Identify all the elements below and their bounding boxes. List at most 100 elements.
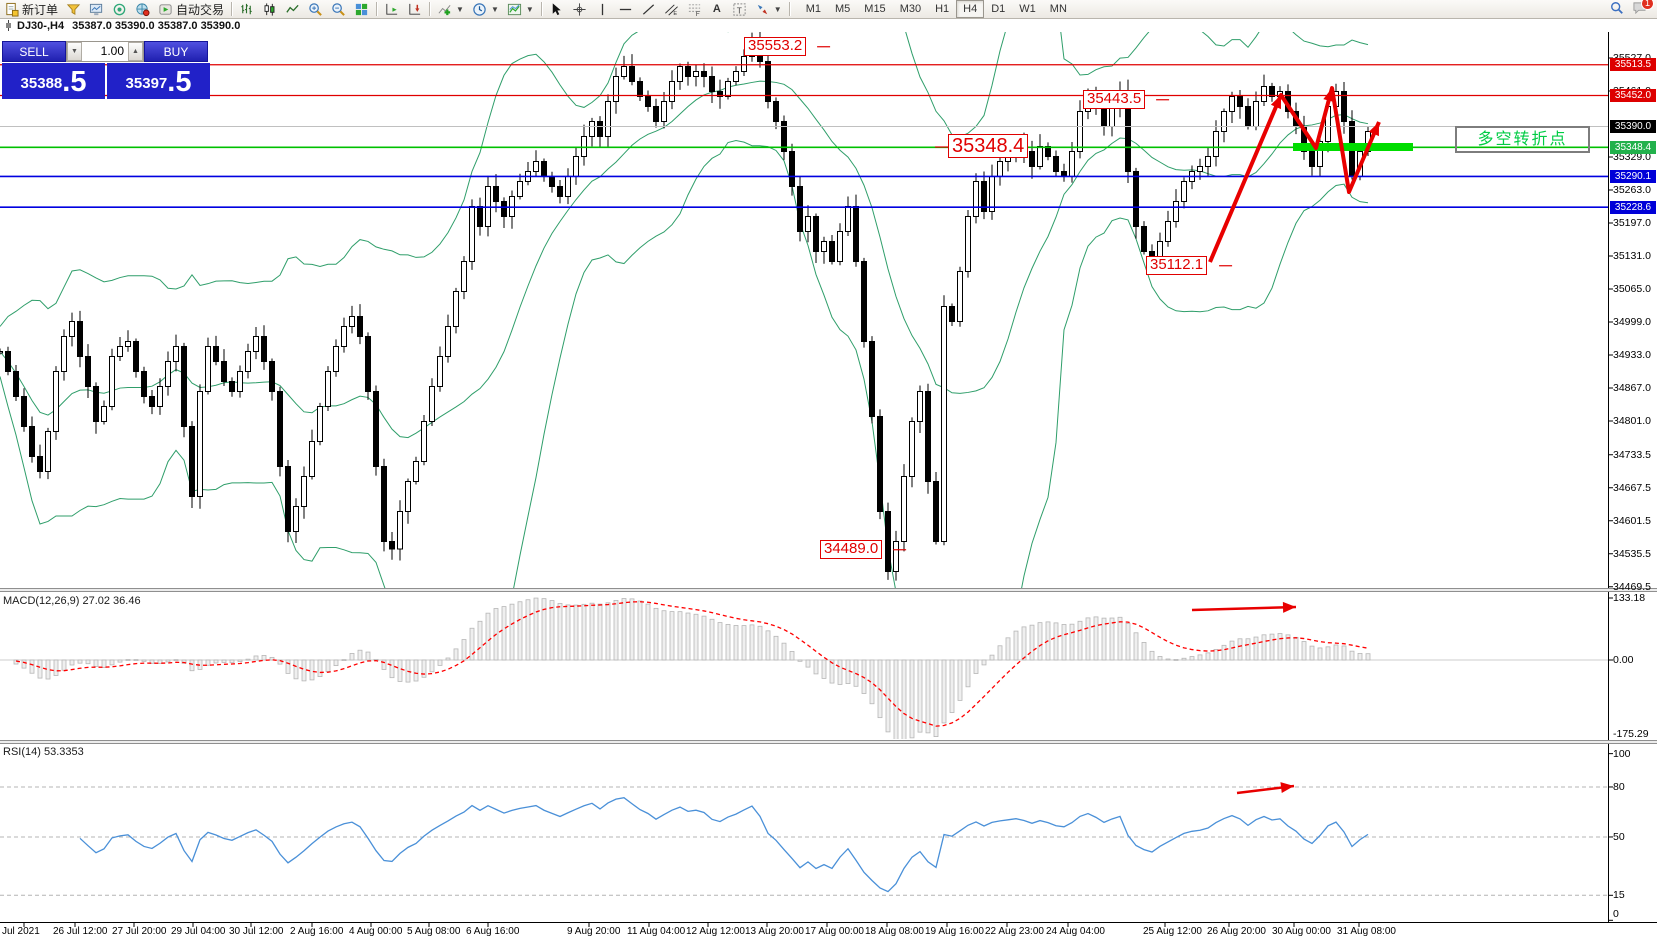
toolbar-separator bbox=[231, 2, 233, 16]
indicators-button[interactable]: ▼ bbox=[433, 1, 468, 17]
zoom-out-icon bbox=[331, 2, 346, 17]
tile-windows-button[interactable] bbox=[350, 1, 373, 17]
zoom-out-button[interactable] bbox=[327, 1, 350, 17]
channel-icon: E bbox=[664, 2, 679, 17]
main-toolbar: 新订单 自动交易 ▼ ▼ ▼ bbox=[0, 0, 1657, 19]
chart-shift-button[interactable] bbox=[403, 1, 426, 17]
buy-button[interactable]: BUY bbox=[144, 41, 208, 62]
vline-tool-button[interactable] bbox=[591, 1, 614, 17]
bull-bear-turning-point-note: 多空转折点 bbox=[1455, 126, 1590, 153]
hline-tool-button[interactable] bbox=[614, 1, 637, 17]
volume-stepper: ▼ 1.00 ▲ bbox=[66, 41, 144, 62]
volume-increase-button[interactable]: ▲ bbox=[128, 42, 143, 61]
candlestick-mode-button[interactable] bbox=[258, 1, 281, 17]
quote-open: 35387.0 bbox=[72, 19, 112, 32]
timeframe-button-m1[interactable]: M1 bbox=[805, 3, 821, 15]
timeframe-button-m30[interactable]: M30 bbox=[899, 3, 922, 15]
zoom-in-icon bbox=[308, 2, 323, 17]
svg-text:E: E bbox=[673, 11, 677, 17]
buy-price-main: 35397 bbox=[125, 75, 168, 92]
autotrading-label: 自动交易 bbox=[176, 2, 225, 17]
fibonacci-tool-button[interactable]: F bbox=[683, 1, 706, 17]
quote-low: 35387.0 bbox=[157, 19, 198, 32]
indicators-icon bbox=[437, 2, 452, 17]
buy-price-display[interactable]: 35397 .5 bbox=[107, 63, 210, 99]
chart-quote-bar: DJ30-,H4 35387.0 35390.0 35387.0 35390.0 bbox=[0, 19, 1657, 32]
hline-icon bbox=[618, 2, 633, 17]
macd-panel-splitter[interactable] bbox=[0, 588, 1657, 592]
symbol-icon bbox=[6, 20, 11, 31]
new-order-button[interactable]: 新订单 bbox=[0, 1, 62, 17]
periods-icon bbox=[472, 2, 487, 17]
vline-icon bbox=[595, 2, 610, 17]
trendline-tool-button[interactable] bbox=[637, 1, 660, 17]
navigator-button[interactable] bbox=[108, 1, 131, 17]
label-tool-button[interactable]: T bbox=[728, 1, 751, 17]
timeframe-button-h4[interactable]: H4 bbox=[956, 0, 985, 18]
cursor-icon bbox=[549, 2, 564, 17]
data-window-icon bbox=[89, 2, 104, 17]
crosshair-tool-button[interactable] bbox=[568, 1, 591, 17]
dropdown-arrow-icon: ▼ bbox=[456, 4, 464, 14]
rsi-panel-splitter[interactable] bbox=[0, 740, 1657, 744]
volume-input[interactable]: 1.00 bbox=[100, 44, 124, 58]
cursor-tool-button[interactable] bbox=[545, 1, 568, 17]
zoom-in-button[interactable] bbox=[304, 1, 327, 17]
market-watch-button[interactable] bbox=[62, 1, 85, 17]
quote-high: 35390.0 bbox=[114, 19, 155, 32]
candlestick-icon bbox=[262, 2, 277, 17]
notification-icon[interactable]: 1 bbox=[1632, 0, 1654, 17]
volume-decrease-button[interactable]: ▼ bbox=[67, 42, 82, 61]
market-watch-icon bbox=[66, 2, 81, 17]
terminal-icon bbox=[135, 2, 150, 17]
navigator-icon bbox=[112, 2, 127, 17]
toolbar-separator bbox=[376, 2, 378, 16]
new-order-label: 新订单 bbox=[22, 2, 59, 17]
timeframe-button-w1[interactable]: W1 bbox=[1019, 3, 1036, 15]
bar-chart-icon bbox=[239, 2, 254, 17]
svg-text:F: F bbox=[696, 11, 700, 17]
toolbar-separator bbox=[429, 2, 431, 16]
bar-chart-mode-button[interactable] bbox=[235, 1, 258, 17]
templates-button[interactable]: ▼ bbox=[503, 1, 538, 17]
timeframe-button-d1[interactable]: D1 bbox=[991, 3, 1006, 15]
dropdown-arrow-icon: ▼ bbox=[773, 4, 782, 14]
line-chart-mode-button[interactable] bbox=[281, 1, 304, 17]
timeframe-button-mn[interactable]: MN bbox=[1049, 3, 1067, 15]
data-window-button[interactable] bbox=[85, 1, 108, 17]
timeframe-button-m15[interactable]: M15 bbox=[864, 3, 886, 15]
sell-price-display[interactable]: 35388 .5 bbox=[2, 63, 105, 99]
dropdown-arrow-icon: ▼ bbox=[525, 4, 534, 14]
quote-close: 35390.0 bbox=[200, 19, 241, 32]
timeframe-button-m5[interactable]: M5 bbox=[835, 3, 851, 15]
search-icon[interactable] bbox=[1610, 1, 1624, 18]
text-tool-button[interactable]: A bbox=[706, 1, 728, 17]
symbol-title: DJ30-,H4 bbox=[17, 19, 65, 32]
shapes-tool-button[interactable]: ▼ bbox=[751, 1, 786, 17]
sell-button[interactable]: SELL bbox=[2, 41, 66, 62]
auto-scroll-button[interactable] bbox=[380, 1, 403, 17]
terminal-button[interactable] bbox=[131, 1, 154, 17]
label-icon: T bbox=[732, 2, 747, 17]
buy-price-fraction: .5 bbox=[167, 66, 192, 98]
toolbar-separator bbox=[540, 2, 542, 16]
chart-shift-icon bbox=[407, 2, 422, 17]
crosshair-icon bbox=[572, 2, 587, 17]
line-chart-icon bbox=[285, 2, 300, 17]
text-icon: A bbox=[712, 3, 721, 15]
autotrading-button[interactable]: 自动交易 bbox=[154, 1, 228, 17]
periods-button[interactable]: ▼ bbox=[468, 1, 503, 17]
sell-price-main: 35388 bbox=[20, 75, 63, 92]
timeframe-toolbar: M1 M5 M15 M30 H1 H4 D1 W1 MN bbox=[799, 0, 1074, 18]
one-click-trading-panel: SELL ▼ 1.00 ▲ BUY 35388 .5 35397 .5 bbox=[2, 41, 212, 99]
templates-icon bbox=[507, 2, 522, 17]
channel-tool-button[interactable]: E bbox=[660, 1, 683, 17]
fibonacci-icon: F bbox=[687, 2, 702, 17]
sell-price-fraction: .5 bbox=[62, 66, 87, 98]
trendline-icon bbox=[641, 2, 656, 17]
svg-text:T: T bbox=[736, 5, 741, 15]
auto-scroll-icon bbox=[384, 2, 399, 17]
timeframe-button-h1[interactable]: H1 bbox=[935, 3, 950, 15]
dropdown-arrow-icon: ▼ bbox=[490, 4, 499, 14]
